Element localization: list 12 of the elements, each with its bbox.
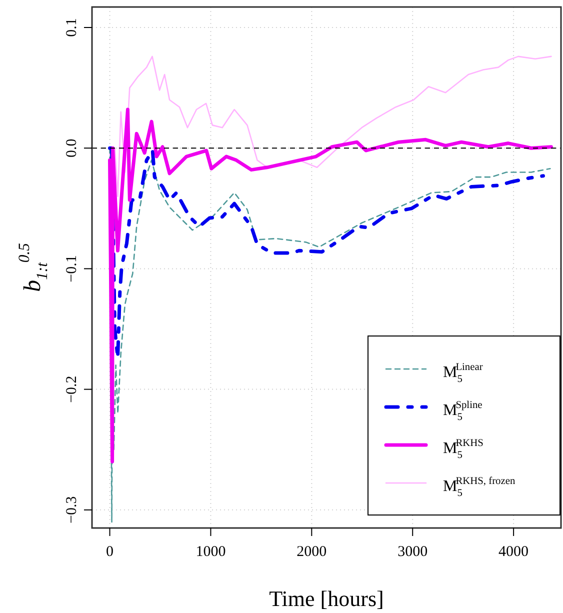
x-tick-label: 0 [106, 544, 114, 560]
y-tick-label: −0.3 [64, 496, 80, 524]
y-tick-label: −0.2 [64, 376, 80, 403]
y-tick-label: 0.1 [64, 18, 80, 37]
line-series [108, 108, 553, 464]
x-tick-label: 3000 [398, 544, 428, 560]
x-tick-label: 4000 [498, 544, 529, 560]
y-tick-label: 0.0 [64, 138, 80, 158]
x-tick-label: 1000 [196, 544, 226, 560]
x-axis-title: Time [hours] [269, 586, 384, 611]
y-tick-label: −0.1 [64, 255, 80, 282]
x-tick-label: 2000 [296, 544, 327, 560]
